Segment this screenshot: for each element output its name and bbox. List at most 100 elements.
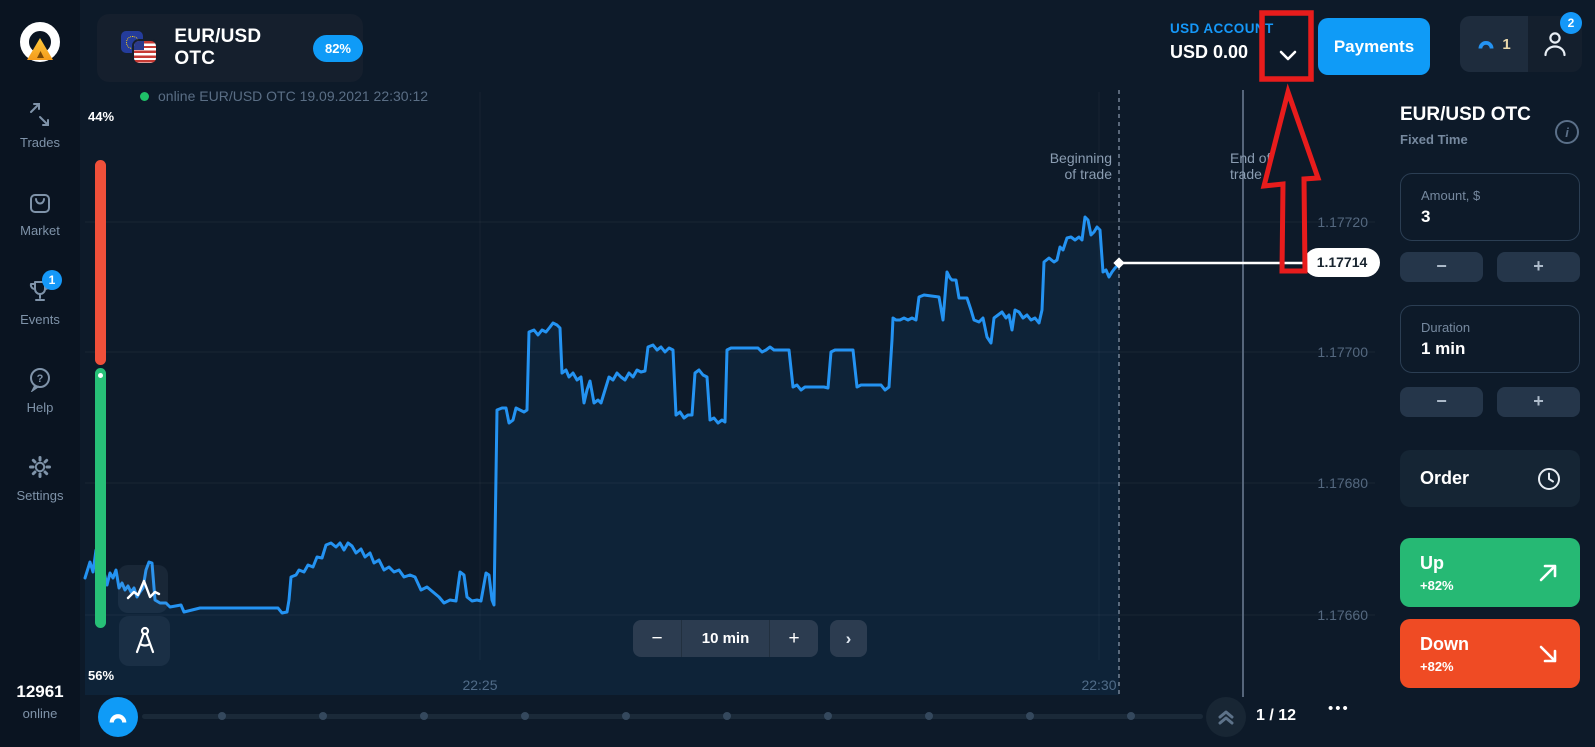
price-line — [83, 215, 1121, 615]
duration-label: Duration — [1421, 320, 1471, 335]
more-options-button[interactable]: ••• — [1328, 700, 1350, 717]
timeframe-control: − 10 min + — [633, 620, 818, 657]
timeline-dot[interactable] — [824, 712, 832, 720]
chevron-down-icon[interactable] — [1279, 49, 1297, 67]
line-chart-icon — [126, 579, 161, 600]
amount-label: Amount, $ — [1421, 188, 1481, 203]
duration-increase-button[interactable]: + — [1497, 387, 1580, 417]
down-button[interactable]: Down +82% — [1400, 619, 1580, 688]
arrow-up-right-icon — [1539, 564, 1557, 581]
sidebar-item-label: Help — [26, 400, 54, 415]
timeline-track[interactable] — [142, 714, 1203, 719]
price-axis-label: 1.17680 — [1317, 475, 1368, 491]
pair-selector[interactable]: EUR/USD OTC 82% — [97, 14, 363, 82]
payments-button[interactable]: Payments — [1318, 18, 1430, 75]
brand-logo[interactable] — [20, 22, 60, 62]
panel-mode-subtitle: Fixed Time — [1400, 132, 1468, 147]
order-button[interactable]: Order — [1400, 450, 1580, 507]
gear-icon — [27, 454, 53, 480]
online-counter: 12961 online — [0, 682, 80, 721]
scroll-forward-button[interactable]: › — [830, 620, 867, 657]
feed-status: online EUR/USD OTC 19.09.2021 22:30:12 — [140, 88, 428, 104]
sidebar-item-events[interactable]: 1 Events — [0, 270, 80, 329]
amount-increase-button[interactable]: + — [1497, 252, 1580, 282]
amount-field[interactable]: Amount, $ 3 — [1400, 173, 1580, 241]
arrow-down-right-icon — [1539, 645, 1557, 662]
trades-arrows-icon — [27, 101, 53, 127]
time-axis-label: 22:25 — [462, 677, 497, 693]
trade-begin-label: Beginning of trade — [1049, 150, 1112, 182]
collapse-panel-button[interactable] — [1206, 697, 1246, 737]
duration-decrease-button[interactable]: − — [1400, 387, 1483, 417]
sidebar-item-help[interactable]: ? Help — [0, 366, 80, 417]
duration-value: 1 min — [1421, 339, 1466, 358]
sidebar-item-market[interactable]: Market — [0, 189, 80, 240]
timeline-dot[interactable] — [925, 712, 933, 720]
feed-status-text: online EUR/USD OTC 19.09.2021 22:30:12 — [158, 88, 429, 104]
online-label: online — [22, 706, 58, 721]
price-axis-label: 1.17700 — [1317, 344, 1368, 360]
price-area-fill — [85, 217, 1119, 695]
info-icon[interactable]: i — [1553, 118, 1581, 146]
sidebar-item-settings[interactable]: Settings — [0, 454, 80, 505]
duration-field[interactable]: Duration 1 min — [1400, 305, 1580, 373]
timeline-dot[interactable] — [521, 712, 529, 720]
user-icon — [1544, 32, 1566, 57]
support-chat-button[interactable] — [98, 697, 138, 737]
profile-notification-badge: 2 — [1560, 12, 1582, 34]
sentiment-red-bar — [95, 160, 106, 365]
double-chevron-up-icon — [1218, 710, 1234, 725]
sidebar-item-label: Market — [20, 223, 60, 238]
amount-decrease-button[interactable]: − — [1400, 252, 1483, 282]
payout-badge: 82% — [312, 34, 363, 62]
sidebar-item-trades[interactable]: Trades — [0, 101, 80, 152]
sidebar: Trades Market 1 Events ? — [0, 0, 80, 747]
down-label: Down — [1420, 633, 1469, 654]
sidebar-item-label: Settings — [16, 488, 64, 503]
account-balance: USD 0.00 — [1170, 42, 1249, 62]
up-payout: +82% — [1420, 577, 1454, 593]
account-switcher[interactable]: USD ACCOUNT USD 0.00 — [1170, 21, 1274, 63]
sidebar-item-label: Events — [20, 312, 60, 327]
reward-crest-icon — [1478, 41, 1494, 49]
amount-value: 3 — [1421, 207, 1431, 226]
timeline-dot[interactable] — [420, 712, 428, 720]
timeline-dot[interactable] — [723, 712, 731, 720]
sentiment-green-bar — [95, 368, 106, 628]
rewards-counter[interactable]: 1 — [1460, 16, 1528, 72]
shopping-bag-icon — [27, 189, 53, 215]
panel-pair-title: EUR/USD OTC — [1400, 104, 1531, 125]
drawing-tools-button[interactable] — [119, 616, 170, 666]
timeline-dot[interactable] — [1026, 712, 1034, 720]
zoom-in-button[interactable]: + — [788, 627, 800, 649]
page-indicator: 1 / 12 — [1256, 707, 1297, 724]
time-axis-label: 22:30 — [1081, 677, 1116, 693]
timeframe-value[interactable]: 10 min — [681, 620, 770, 657]
chart-type-button[interactable] — [118, 565, 168, 613]
clock-icon — [1538, 467, 1560, 490]
sidebar-item-label: Trades — [20, 135, 60, 150]
timeline-dot[interactable] — [319, 712, 327, 720]
svg-text:i: i — [1565, 125, 1569, 140]
help-bubble-icon: ? — [27, 366, 53, 393]
up-label: Up — [1420, 552, 1444, 573]
sentiment-green-percent: 56% — [88, 668, 115, 683]
chat-crest-icon — [109, 713, 127, 722]
zoom-out-button[interactable]: − — [651, 627, 663, 649]
pair-flags — [121, 31, 158, 65]
online-count: 12961 — [16, 682, 64, 701]
up-button[interactable]: Up +82% — [1400, 538, 1580, 607]
trade-end-label: End of trade — [1230, 150, 1271, 182]
rewards-count: 1 — [1502, 35, 1511, 53]
account-type: USD ACCOUNT — [1170, 21, 1274, 36]
down-payout: +82% — [1420, 658, 1454, 674]
sentiment-divider-dot — [98, 373, 103, 378]
current-price-tag: 1.17714 — [1304, 248, 1380, 277]
rewards-profile-widget: 1 — [1460, 16, 1582, 72]
timeline-dot[interactable] — [218, 712, 226, 720]
pair-name: EUR/USD OTC — [174, 26, 262, 69]
timeline-dot[interactable] — [622, 712, 630, 720]
timeline-dot[interactable] — [1127, 712, 1135, 720]
